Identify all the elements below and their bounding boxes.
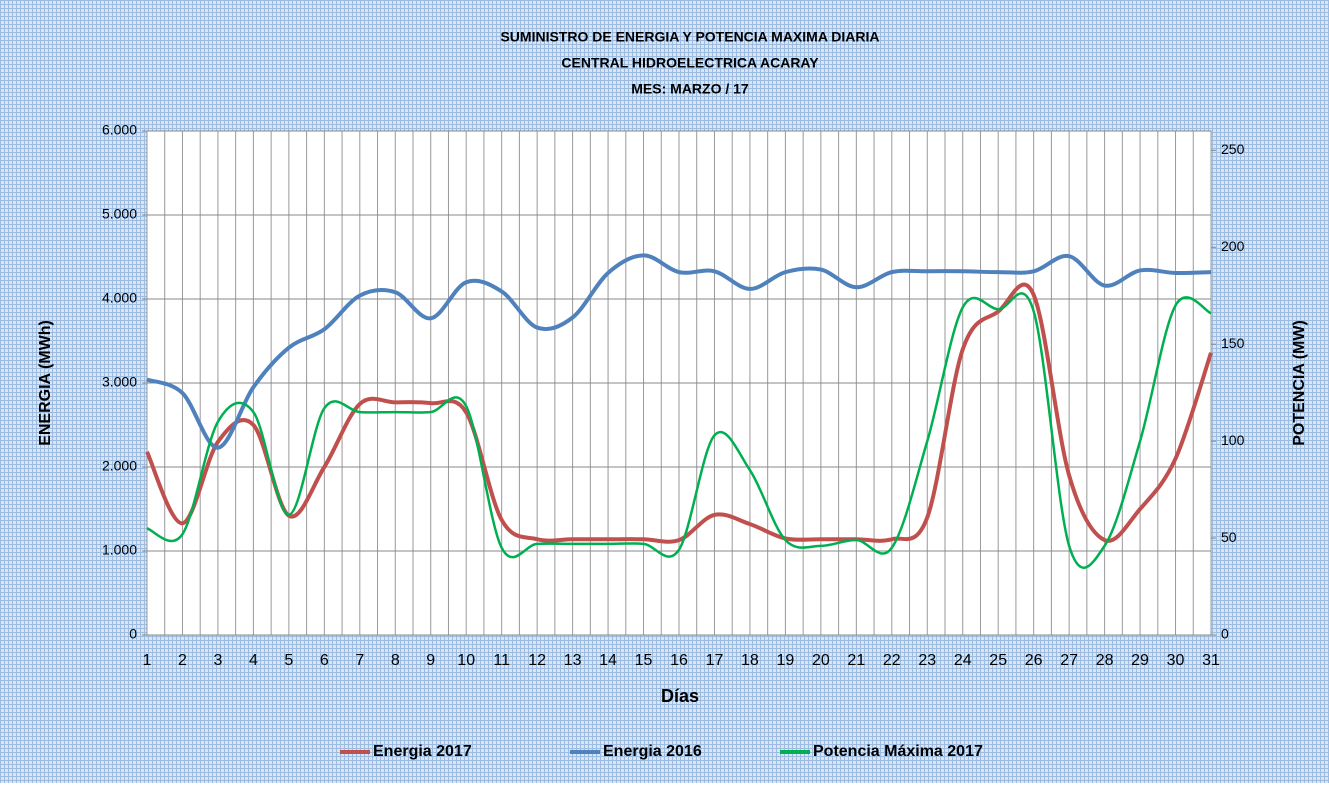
x-tick-label: 3: [213, 652, 222, 669]
x-axis-label: Días: [661, 686, 699, 706]
legend-label: Energia 2016: [603, 743, 702, 760]
legend-label: Energia 2017: [373, 743, 472, 760]
x-tick-label: 15: [635, 652, 653, 669]
y2-axis-label: POTENCIA (MW): [1291, 320, 1308, 446]
x-tick-label: 17: [706, 652, 724, 669]
chart-subtitle: CENTRAL HIDROELECTRICA ACARAY: [561, 55, 819, 71]
y2-tick-label: 200: [1221, 238, 1245, 254]
y2-tick-label: 50: [1221, 529, 1237, 545]
x-tick-label: 31: [1202, 652, 1220, 669]
y-tick-label: 6.000: [102, 122, 137, 138]
y-tick-label: 3.000: [102, 374, 137, 390]
y-tick-label: 0: [129, 626, 137, 642]
x-tick-label: 10: [457, 652, 475, 669]
chart-title: SUMINISTRO DE ENERGIA Y POTENCIA MAXIMA …: [500, 29, 879, 45]
x-tick-label: 22: [883, 652, 901, 669]
x-tick-label: 27: [1060, 652, 1078, 669]
x-tick-label: 1: [143, 652, 152, 669]
y-axis-label: ENERGIA (MWh): [37, 320, 54, 446]
y2-tick-label: 150: [1221, 335, 1245, 351]
series-line: [146, 253, 1212, 450]
x-tick-label: 2: [178, 652, 187, 669]
x-tick-label: 20: [812, 652, 830, 669]
y2-tick-label: 0: [1221, 626, 1229, 642]
series-line: [145, 282, 1213, 544]
x-tick-label: 4: [249, 652, 258, 669]
x-tick-label: 21: [847, 652, 865, 669]
y2-tick-label: 250: [1221, 141, 1245, 157]
x-tick-label: 19: [777, 652, 795, 669]
y-tick-label: 5.000: [102, 206, 137, 222]
x-tick-label: 12: [528, 652, 546, 669]
y-tick-label: 4.000: [102, 290, 137, 306]
x-tick-label: 7: [355, 652, 364, 669]
x-tick-label: 26: [1025, 652, 1043, 669]
x-tick-label: 23: [918, 652, 936, 669]
x-tick-label: 29: [1131, 652, 1149, 669]
x-tick-label: 13: [564, 652, 582, 669]
y-tick-label: 2.000: [102, 458, 137, 474]
x-tick-label: 5: [284, 652, 293, 669]
x-tick-label: 28: [1096, 652, 1114, 669]
x-tick-label: 16: [670, 652, 688, 669]
x-tick-label: 24: [954, 652, 972, 669]
y-tick-label: 1.000: [102, 542, 137, 558]
chart-subtitle: MES: MARZO / 17: [631, 81, 749, 97]
legend-label: Potencia Máxima 2017: [813, 743, 983, 760]
x-tick-label: 30: [1167, 652, 1185, 669]
x-tick-label: 25: [989, 652, 1007, 669]
x-tick-label: 14: [599, 652, 617, 669]
x-tick-label: 11: [493, 652, 510, 669]
x-tick-label: 9: [426, 652, 435, 669]
x-tick-label: 18: [741, 652, 759, 669]
y2-tick-label: 100: [1221, 432, 1245, 448]
series-line: [146, 292, 1212, 569]
x-tick-label: 8: [391, 652, 400, 669]
x-tick-label: 6: [320, 652, 329, 669]
